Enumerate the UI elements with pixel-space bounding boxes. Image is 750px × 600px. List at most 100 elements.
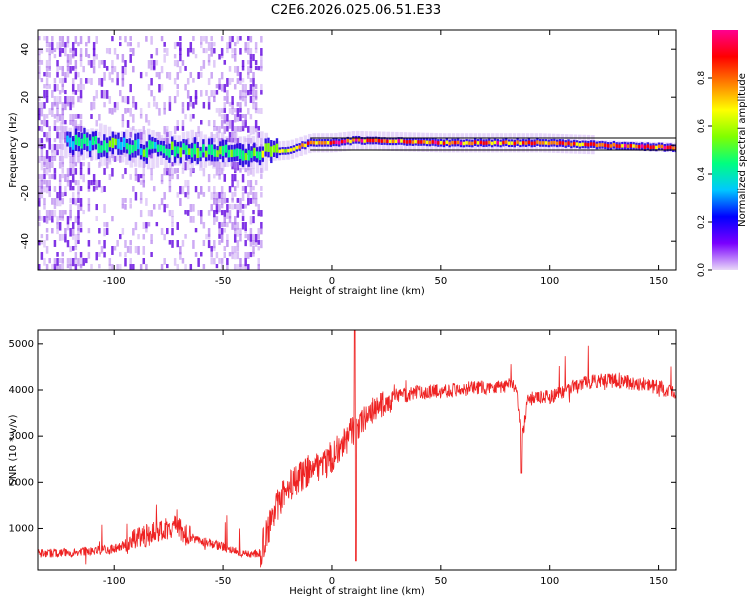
heatmap-cell bbox=[244, 240, 247, 247]
spectrogram-y-tick-label: -20 bbox=[20, 185, 31, 201]
heatmap-cell bbox=[215, 216, 219, 222]
heatmap-cell bbox=[257, 258, 260, 267]
heatmap-cell bbox=[66, 102, 70, 107]
heatmap-peak bbox=[584, 142, 587, 147]
heatmap-cell bbox=[213, 210, 216, 218]
heatmap-cell bbox=[249, 96, 253, 103]
heatmap-cell bbox=[247, 270, 250, 275]
heatmap-cell bbox=[254, 192, 258, 200]
heatmap-cell bbox=[58, 258, 62, 263]
heatmap-cell bbox=[66, 66, 70, 72]
heatmap-cell bbox=[95, 180, 98, 189]
heatmap-cell bbox=[61, 264, 65, 270]
heatmap-cell bbox=[254, 42, 258, 50]
heatmap-cell bbox=[163, 168, 166, 176]
heatmap-peak bbox=[612, 143, 616, 147]
heatmap-cell bbox=[82, 258, 85, 266]
heatmap-cell bbox=[171, 216, 174, 223]
heatmap-peak bbox=[405, 140, 409, 144]
heatmap-cell bbox=[260, 168, 263, 174]
heatmap-cell bbox=[124, 108, 127, 114]
heatmap-cell bbox=[150, 168, 153, 175]
heatmap-cell bbox=[124, 252, 127, 258]
heatmap-cell bbox=[228, 66, 232, 72]
heatmap-cell bbox=[163, 270, 166, 275]
heatmap-peak bbox=[652, 145, 655, 149]
heatmap-cell bbox=[58, 90, 62, 95]
heatmap-cell bbox=[51, 264, 54, 269]
heatmap-cell bbox=[142, 222, 146, 230]
heatmap-cell bbox=[79, 84, 83, 91]
heatmap-cell bbox=[74, 60, 78, 69]
heatmap-cell bbox=[38, 264, 41, 270]
heatmap-cell bbox=[166, 138, 169, 145]
heatmap-cell bbox=[233, 42, 237, 47]
spectrogram-x-tick-label: 100 bbox=[540, 276, 559, 287]
heatmap-cell bbox=[176, 222, 179, 230]
heatmap-cell bbox=[74, 162, 78, 167]
heatmap-cell bbox=[100, 60, 104, 65]
heatmap-cell bbox=[92, 66, 96, 74]
heatmap-cell bbox=[181, 60, 185, 66]
heatmap-cell bbox=[38, 180, 41, 187]
heatmap-cell bbox=[189, 96, 193, 102]
heatmap-cell bbox=[139, 198, 143, 204]
heatmap-peak bbox=[247, 150, 250, 161]
heatmap-cell bbox=[58, 264, 62, 270]
heatmap-cell bbox=[43, 258, 46, 266]
heatmap-cell bbox=[38, 192, 41, 201]
heatmap-cell bbox=[244, 234, 247, 239]
heatmap-cell bbox=[132, 96, 135, 104]
heatmap-cell bbox=[56, 264, 59, 270]
heatmap-cell bbox=[79, 198, 83, 207]
heatmap-cell bbox=[260, 174, 263, 179]
heatmap-cell bbox=[139, 132, 143, 140]
heatmap-cell bbox=[90, 102, 93, 111]
heatmap-cell bbox=[38, 138, 41, 147]
heatmap-peak bbox=[91, 136, 95, 146]
heatmap-cell bbox=[129, 84, 132, 93]
heatmap-peak bbox=[315, 141, 318, 145]
heatmap-cell bbox=[126, 108, 130, 113]
heatmap-peak bbox=[363, 139, 366, 143]
heatmap-cell bbox=[207, 102, 211, 110]
heatmap-cell bbox=[239, 228, 242, 236]
heatmap-cell bbox=[233, 174, 237, 182]
heatmap-cell bbox=[147, 120, 151, 126]
heatmap-cell bbox=[236, 246, 240, 252]
heatmap-cell bbox=[43, 144, 46, 149]
heatmap-peak bbox=[165, 148, 168, 156]
heatmap-cell bbox=[223, 252, 227, 259]
heatmap-cell bbox=[69, 66, 72, 74]
heatmap-cell bbox=[233, 252, 237, 260]
heatmap-peak bbox=[267, 143, 270, 152]
heatmap-cell bbox=[45, 96, 49, 103]
heatmap-cell bbox=[147, 222, 151, 227]
heatmap-cell bbox=[69, 60, 72, 65]
heatmap-peak bbox=[264, 143, 267, 152]
heatmap-cell bbox=[176, 192, 179, 198]
heatmap-cell bbox=[210, 90, 213, 98]
heatmap-cell bbox=[74, 90, 78, 95]
heatmap-cell bbox=[48, 108, 51, 116]
heatmap-cell bbox=[95, 120, 98, 127]
heatmap-cell bbox=[119, 264, 122, 270]
heatmap-cell bbox=[152, 204, 156, 210]
heatmap-peak bbox=[479, 140, 482, 145]
heatmap-cell bbox=[129, 42, 132, 47]
heatmap-cell bbox=[124, 150, 127, 157]
heatmap-cell bbox=[48, 126, 51, 132]
heatmap-peak bbox=[522, 140, 525, 145]
heatmap-cell bbox=[38, 270, 41, 279]
heatmap-cell bbox=[179, 252, 182, 260]
heatmap-cell bbox=[192, 36, 195, 41]
heatmap-peak bbox=[272, 145, 276, 153]
heatmap-cell bbox=[74, 216, 78, 224]
heatmap-cell bbox=[129, 54, 132, 63]
heatmap-cell bbox=[108, 174, 112, 180]
heatmap-cell bbox=[43, 102, 46, 109]
heatmap-cell bbox=[87, 252, 91, 259]
heatmap-cell bbox=[69, 120, 72, 125]
heatmap-halo bbox=[186, 131, 190, 171]
heatmap-cell bbox=[38, 198, 41, 207]
